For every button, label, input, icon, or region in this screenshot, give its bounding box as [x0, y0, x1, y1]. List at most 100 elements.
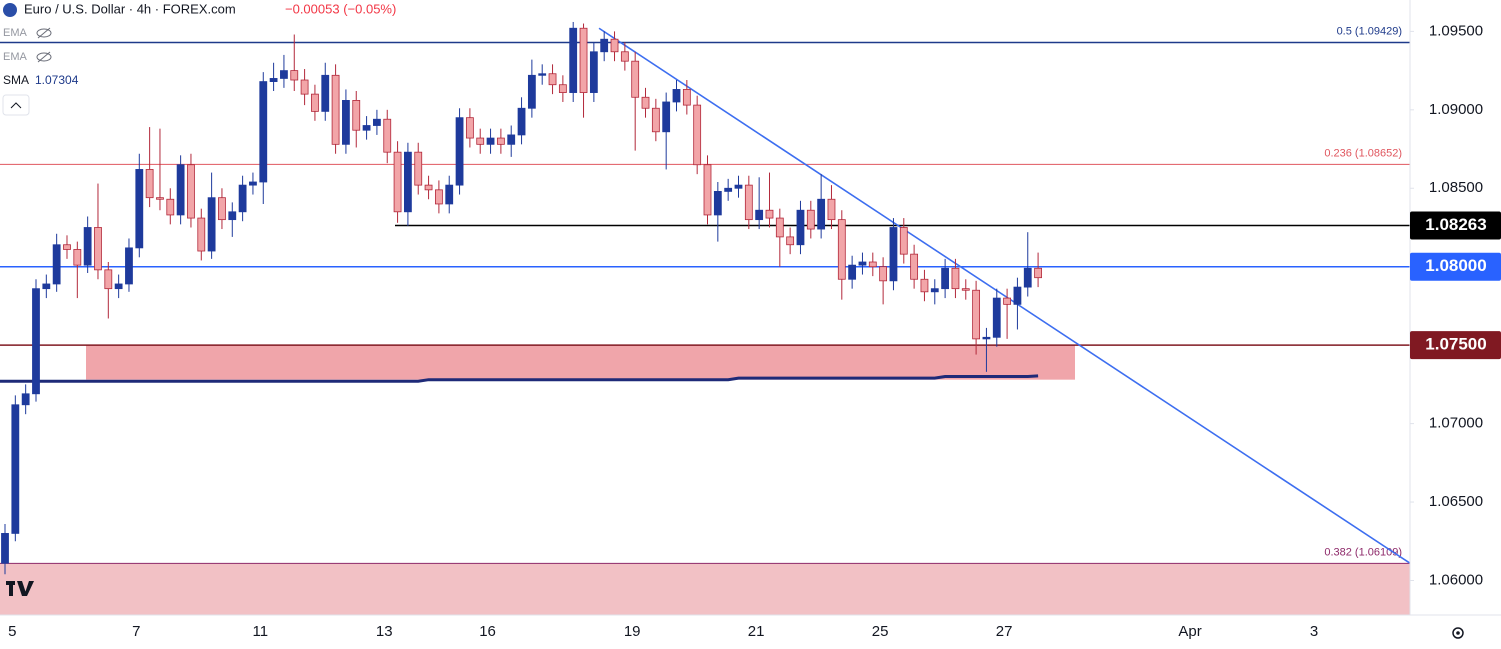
x-tick-label: 7 — [132, 623, 140, 640]
y-tick-label: 1.06000 — [1429, 571, 1483, 588]
candle-body — [486, 137, 495, 145]
candle-body — [1, 533, 9, 564]
candle-body — [651, 107, 660, 133]
candle-body — [321, 74, 330, 112]
candle-body — [786, 236, 795, 246]
candle-body — [311, 93, 319, 112]
candle-body — [775, 217, 784, 238]
collapse-button[interactable] — [2, 94, 30, 116]
price-tag — [1410, 252, 1501, 281]
candle-body — [145, 169, 154, 199]
candle-body — [83, 227, 92, 266]
y-tick-label: 1.08500 — [1429, 179, 1483, 196]
candle-body — [11, 404, 20, 534]
candle-body — [1003, 297, 1011, 305]
x-tick-label: 25 — [872, 623, 889, 640]
price-tag — [1410, 211, 1501, 240]
candle-body — [899, 227, 908, 255]
candle-body — [569, 27, 578, 93]
candle-body — [125, 247, 133, 285]
candle-body — [434, 189, 443, 205]
candle-body — [32, 288, 40, 395]
x-tick-label: 11 — [252, 623, 268, 640]
candle-body — [290, 70, 299, 81]
candle-body — [817, 198, 826, 230]
price-tag-label: 1.08000 — [1425, 256, 1486, 275]
candle-body — [259, 81, 268, 183]
chart-title: Euro / U.S. Dollar · 4h · FOREX.com — [24, 1, 236, 16]
candle-body — [600, 38, 609, 53]
candle-body — [724, 187, 733, 192]
candle-body — [961, 288, 970, 291]
indicator-value: 1.07304 — [35, 73, 79, 87]
candle-body — [972, 289, 981, 340]
price-change: −0.00053 (−0.05%) — [285, 1, 396, 16]
candle-body — [889, 227, 898, 282]
hidden-icons[interactable] — [36, 27, 52, 63]
candle-body — [631, 60, 640, 98]
candle-body — [703, 164, 712, 216]
candle-body — [238, 184, 247, 213]
candle-body — [424, 184, 433, 191]
sma-line — [0, 374, 1039, 383]
candle-body — [868, 261, 877, 268]
symbol-icon — [3, 3, 17, 17]
candle-body — [538, 73, 547, 76]
candle-body — [682, 89, 691, 106]
x-tick-label: Apr — [1178, 623, 1201, 640]
candle-body — [228, 211, 237, 221]
candle-body — [527, 74, 536, 109]
x-tick-label: 3 — [1310, 623, 1318, 640]
candle-body — [765, 209, 774, 219]
x-tick-label: 13 — [376, 623, 393, 640]
candle-body — [465, 117, 474, 139]
candle-body — [507, 134, 516, 145]
price-tag-label: 1.08263 — [1425, 215, 1486, 234]
candle-body — [94, 227, 102, 271]
candle-body — [827, 198, 836, 221]
settings-icon[interactable] — [1452, 627, 1464, 639]
candle-body — [404, 151, 412, 213]
candle-body — [476, 137, 485, 145]
candle-body — [300, 79, 309, 95]
candle-body — [342, 100, 350, 145]
x-tick-label: 27 — [996, 623, 1013, 640]
candle-body — [641, 96, 650, 109]
candle-body — [52, 244, 61, 285]
x-tick-label: 21 — [748, 623, 765, 640]
candle-body — [104, 269, 113, 290]
plot-area: 0.5 (1.09429) 0.236 (1.08652) 0.382 (1.061… — [0, 21, 1411, 615]
candle-body — [249, 181, 257, 186]
candle-body — [383, 118, 392, 153]
candle-body — [197, 217, 206, 252]
candle-body — [393, 151, 402, 213]
candle-body — [662, 101, 671, 133]
candle-body — [1034, 267, 1042, 279]
candle-body — [166, 198, 175, 216]
candle-body — [373, 118, 381, 126]
candle-body — [1023, 267, 1032, 288]
fib-label: 0.5 (1.09429) — [1337, 25, 1402, 37]
candle-body — [992, 297, 1001, 338]
candle-body — [156, 197, 164, 200]
candle-body — [930, 288, 939, 293]
candle-body — [672, 89, 681, 103]
candle-body — [858, 261, 867, 266]
candle-body — [63, 244, 71, 250]
candle-body — [176, 164, 185, 216]
candle-body — [414, 151, 423, 186]
candle-body — [755, 209, 764, 221]
candle-body — [218, 197, 226, 221]
candle-body — [517, 107, 526, 136]
candle-body — [796, 209, 805, 246]
candle-body — [445, 184, 454, 205]
candle-body — [693, 104, 702, 166]
candle-body — [280, 70, 288, 79]
candle-body — [352, 100, 361, 131]
candle-body — [73, 249, 82, 266]
candle-body — [455, 117, 464, 186]
candle-body — [610, 38, 619, 53]
candle-body — [837, 219, 846, 280]
